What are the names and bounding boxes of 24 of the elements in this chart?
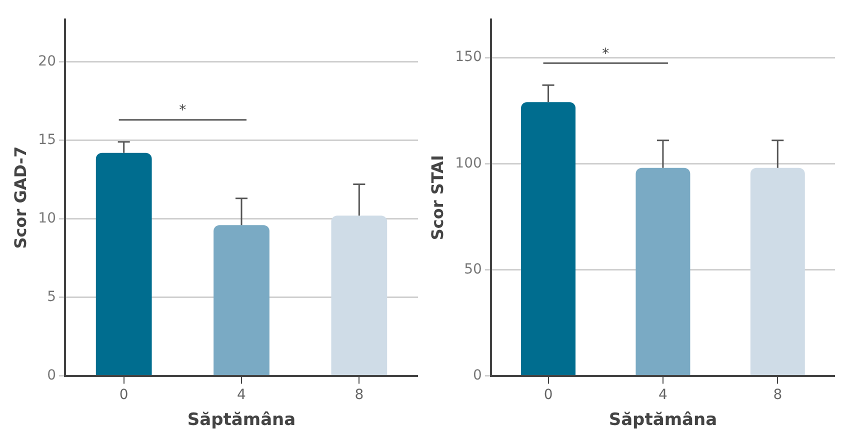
- y-tick-label: 10: [38, 210, 56, 226]
- y-axis-title: Scor STAI: [428, 155, 447, 240]
- y-tick-label: 5: [47, 288, 56, 305]
- y-axis-title: Scor GAD-7: [10, 146, 30, 249]
- x-tick-label: 4: [237, 386, 246, 403]
- y-tick-label: 150: [455, 49, 482, 66]
- y-tick-label: 100: [455, 155, 482, 172]
- annotation: *: [602, 46, 610, 62]
- y-tick-label: 0: [473, 367, 482, 384]
- x-axis-title: Săptămâna: [187, 410, 296, 430]
- x-tick-label: 8: [773, 386, 782, 403]
- bar: [331, 216, 388, 376]
- y-tick-label: 0: [47, 367, 56, 384]
- x-tick-label: 0: [119, 386, 128, 403]
- x-tick-label: 4: [658, 386, 668, 403]
- y-tick-label: 15: [38, 132, 56, 148]
- y-tick-label: 50: [464, 261, 482, 278]
- x-tick-label: 8: [354, 386, 364, 403]
- annotation: *: [179, 102, 186, 119]
- x-axis-title: Săptămâna: [608, 410, 718, 430]
- x-tick-label: 0: [544, 386, 553, 403]
- bar: [96, 152, 152, 376]
- y-tick-label: 20: [38, 53, 56, 70]
- bar: [214, 225, 270, 376]
